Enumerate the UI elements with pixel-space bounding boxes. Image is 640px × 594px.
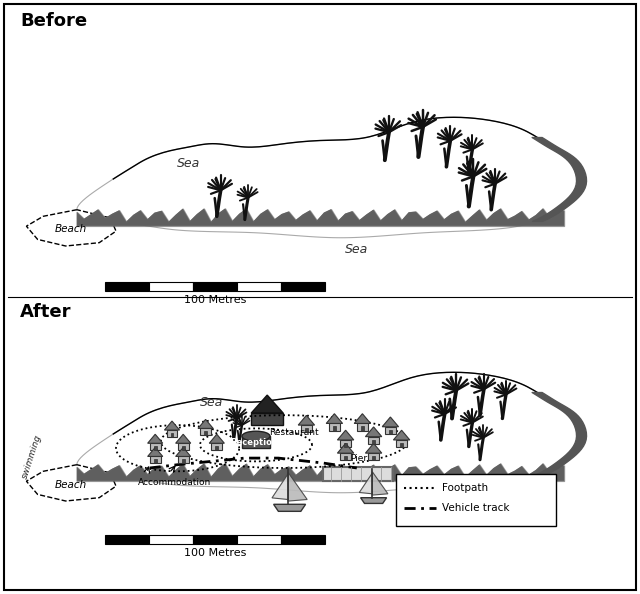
Polygon shape <box>372 472 388 495</box>
Bar <box>105 535 149 544</box>
Ellipse shape <box>242 431 270 441</box>
Polygon shape <box>359 473 372 494</box>
Bar <box>211 443 222 450</box>
Bar <box>204 431 207 435</box>
Text: Beach: Beach <box>55 225 87 235</box>
Polygon shape <box>148 447 163 456</box>
Text: swimming: swimming <box>20 433 44 480</box>
Polygon shape <box>354 413 371 424</box>
Text: Vehicle track: Vehicle track <box>442 503 509 513</box>
Polygon shape <box>298 415 315 425</box>
Bar <box>361 426 364 431</box>
Polygon shape <box>394 430 410 440</box>
Text: Before: Before <box>20 12 87 30</box>
Bar <box>166 430 177 437</box>
Polygon shape <box>77 463 564 481</box>
Bar <box>385 426 396 434</box>
Polygon shape <box>164 421 180 430</box>
Text: Pier: Pier <box>349 454 367 463</box>
Bar <box>178 456 189 463</box>
Text: Reception: Reception <box>230 438 278 447</box>
Polygon shape <box>360 498 387 504</box>
Bar <box>344 443 347 447</box>
Bar <box>356 424 368 431</box>
Bar <box>400 443 403 447</box>
Bar <box>396 440 408 447</box>
Bar <box>281 282 325 291</box>
Bar <box>178 443 189 450</box>
Bar <box>368 437 380 444</box>
Polygon shape <box>365 443 382 453</box>
Bar <box>396 474 556 526</box>
Bar <box>372 440 375 444</box>
Text: Sea: Sea <box>177 157 200 170</box>
Text: 100 Metres: 100 Metres <box>184 548 246 558</box>
Bar <box>333 426 336 431</box>
Bar <box>389 429 392 434</box>
Bar <box>323 467 393 481</box>
Bar <box>171 432 173 437</box>
Bar <box>340 440 351 447</box>
Bar <box>200 428 211 435</box>
Polygon shape <box>77 117 581 238</box>
Bar <box>154 459 157 463</box>
FancyBboxPatch shape <box>4 4 636 590</box>
Bar <box>301 425 312 432</box>
Bar <box>305 428 308 432</box>
Bar <box>368 453 380 460</box>
Polygon shape <box>26 465 116 501</box>
Bar <box>237 535 281 544</box>
Bar <box>105 282 149 291</box>
Polygon shape <box>337 443 354 453</box>
Polygon shape <box>175 447 191 456</box>
Bar <box>281 535 325 544</box>
Polygon shape <box>326 413 342 424</box>
Text: Restaurant: Restaurant <box>269 428 319 437</box>
Polygon shape <box>77 372 581 493</box>
Bar <box>149 535 193 544</box>
Bar <box>372 456 375 460</box>
Polygon shape <box>209 434 225 443</box>
Bar <box>328 424 340 431</box>
Bar <box>182 446 184 450</box>
Bar <box>193 282 237 291</box>
Bar <box>193 535 237 544</box>
Polygon shape <box>272 474 288 500</box>
Bar <box>237 282 281 291</box>
Text: Sea: Sea <box>345 243 369 256</box>
Text: Beach: Beach <box>55 479 87 489</box>
Polygon shape <box>274 504 306 511</box>
Bar <box>154 446 157 450</box>
Text: Accommodation: Accommodation <box>138 478 212 487</box>
Polygon shape <box>251 395 283 413</box>
Polygon shape <box>77 208 564 226</box>
Text: Sea: Sea <box>200 396 223 409</box>
Polygon shape <box>26 210 116 246</box>
Bar <box>149 282 193 291</box>
Polygon shape <box>198 419 213 428</box>
Bar <box>344 456 347 460</box>
Polygon shape <box>365 427 382 437</box>
Bar <box>216 446 218 450</box>
Bar <box>150 456 161 463</box>
Bar <box>182 459 184 463</box>
Bar <box>340 453 351 460</box>
Polygon shape <box>382 417 399 426</box>
Text: After: After <box>20 303 72 321</box>
Bar <box>242 436 270 448</box>
Bar <box>150 443 161 450</box>
Polygon shape <box>175 434 191 443</box>
Polygon shape <box>337 430 354 440</box>
Polygon shape <box>148 434 163 443</box>
Polygon shape <box>288 472 307 501</box>
Text: 100 Metres: 100 Metres <box>184 295 246 305</box>
Text: Footpath: Footpath <box>442 483 488 493</box>
Bar <box>251 413 283 425</box>
